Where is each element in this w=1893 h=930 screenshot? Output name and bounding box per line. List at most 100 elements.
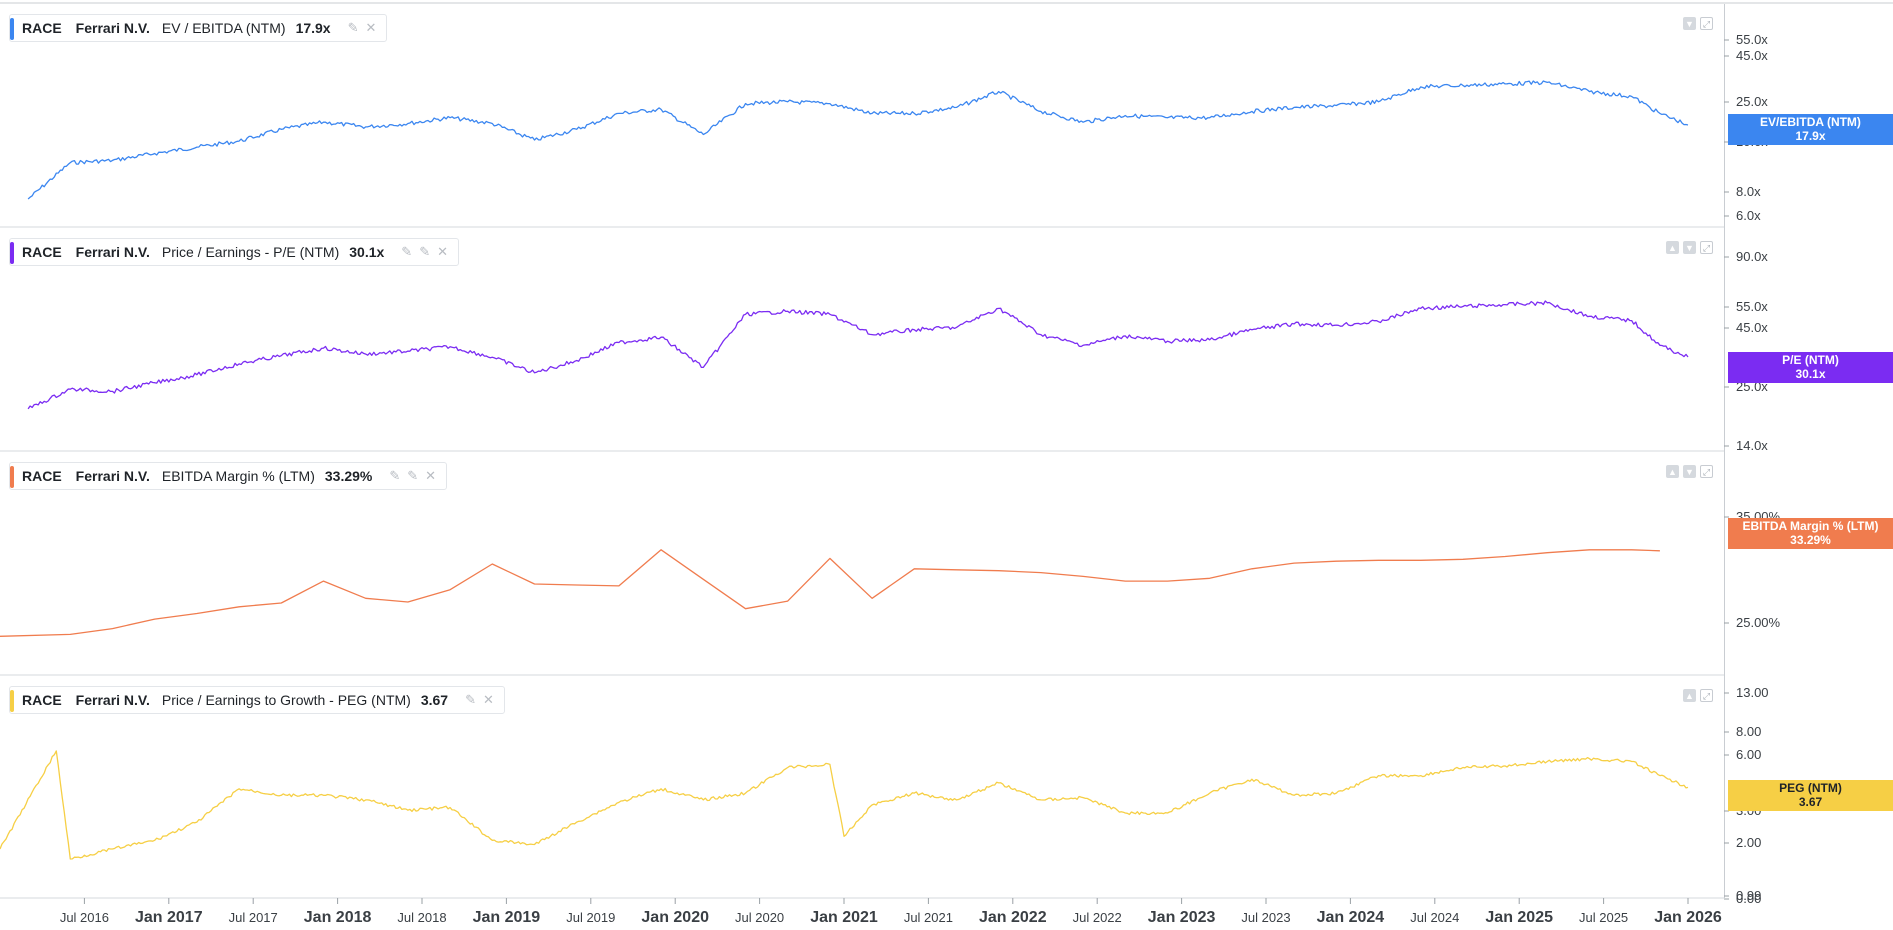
value-tag-pe: P/E (NTM) 30.1x (1728, 352, 1893, 383)
series-color-bar (10, 242, 14, 264)
x-tick-label: Jan 2021 (810, 909, 878, 926)
x-tick-label: Jul 2016 (60, 910, 109, 925)
move-down-icon[interactable]: ▼ (1683, 17, 1696, 30)
y-tick-label: 55.0x (1736, 299, 1768, 314)
legend-ebitda-margin[interactable]: RACE Ferrari N.V. EBITDA Margin % (LTM) … (9, 462, 448, 490)
y-tick-label: 0.00 (1736, 891, 1761, 906)
legend-ticker: RACE (22, 244, 62, 260)
y-tick-label: 45.0x (1736, 320, 1768, 335)
move-up-icon[interactable]: ▲ (1666, 241, 1679, 254)
move-down-icon[interactable]: ▼ (1683, 465, 1696, 478)
series-color-bar (10, 18, 14, 40)
legend-metric: EV / EBITDA (NTM) (161, 20, 286, 36)
y-tick-label: 90.0x (1736, 249, 1768, 264)
series-line (0, 750, 1689, 860)
legend-metric: EBITDA Margin % (LTM) (161, 468, 315, 484)
y-tick-label: 8.00 (1736, 724, 1761, 739)
x-tick-label: Jul 2023 (1241, 910, 1290, 925)
expand-icon[interactable]: ⤢ (1700, 241, 1713, 254)
panel-controls: ▲ ▼ ⤢ (1666, 465, 1713, 478)
x-tick-label: Jul 2024 (1410, 910, 1459, 925)
legend-company: Ferrari N.V. (75, 468, 150, 484)
legend-company: Ferrari N.V. (75, 20, 150, 36)
tag-value: 3.67 (1798, 795, 1823, 809)
panel-controls: ▲ ⤢ (1683, 689, 1713, 702)
y-tick-label: 6.00 (1736, 747, 1761, 762)
x-tick-label: Jul 2020 (735, 910, 784, 925)
x-tick-label: Jan 2026 (1654, 909, 1722, 926)
y-tick-label: 25.0x (1736, 94, 1768, 109)
legend-company: Ferrari N.V. (75, 244, 150, 260)
legend-ev-ebitda[interactable]: RACE Ferrari N.V. EV / EBITDA (NTM) 17.9… (9, 14, 388, 42)
value-tag-ebitda-margin: EBITDA Margin % (LTM) 33.29% (1728, 518, 1893, 549)
expand-icon[interactable]: ⤢ (1700, 465, 1713, 478)
legend-pe[interactable]: RACE Ferrari N.V. Price / Earnings - P/E… (9, 238, 460, 266)
x-tick-label: Jan 2017 (135, 909, 203, 926)
value-tag-ev-ebitda: EV/EBITDA (NTM) 17.9x (1728, 114, 1893, 145)
brush-icon[interactable]: ✎ (419, 244, 431, 259)
x-tick-label: Jul 2019 (566, 910, 615, 925)
panel-controls: ▼ ⤢ (1683, 17, 1713, 30)
move-up-icon[interactable]: ▲ (1683, 689, 1696, 702)
legend-ticker: RACE (22, 20, 62, 36)
legend-company: Ferrari N.V. (75, 692, 150, 708)
x-tick-label: Jul 2022 (1073, 910, 1122, 925)
legend-metric: Price / Earnings - P/E (NTM) (161, 244, 340, 260)
x-tick-label: Jan 2019 (473, 909, 541, 926)
x-tick-label: Jan 2024 (1317, 909, 1385, 926)
x-tick-label: Jan 2018 (304, 909, 372, 926)
brush-icon[interactable]: ✎ (347, 20, 359, 35)
series-line (27, 300, 1689, 410)
expand-icon[interactable]: ⤢ (1700, 17, 1713, 30)
x-tick-label: Jul 2017 (229, 910, 278, 925)
x-tick-label: Jul 2025 (1579, 910, 1628, 925)
x-tick-label: Jan 2020 (641, 909, 709, 926)
y-tick-label: 45.0x (1736, 48, 1768, 63)
series-color-bar (10, 690, 14, 712)
legend-ticker: RACE (22, 468, 62, 484)
y-tick-label: 13.00 (1736, 685, 1769, 700)
y-tick-label: 2.00 (1736, 835, 1761, 850)
y-tick-label: 14.0x (1736, 438, 1768, 453)
legend-value: 3.67 (420, 692, 449, 708)
tag-value: 17.9x (1795, 129, 1826, 143)
legend-ticker: RACE (22, 692, 62, 708)
tag-label: EBITDA Margin % (LTM) (1742, 519, 1879, 533)
tag-value: 33.29% (1790, 533, 1831, 547)
brush-icon[interactable]: ✎ (407, 468, 419, 483)
close-icon[interactable]: ✕ (482, 692, 494, 707)
brush-icon[interactable]: ✎ (389, 468, 401, 483)
panel-controls: ▲ ▼ ⤢ (1666, 241, 1713, 254)
tag-label: P/E (NTM) (1782, 353, 1839, 367)
close-icon[interactable]: ✕ (437, 244, 449, 259)
y-tick-label: 8.0x (1736, 184, 1761, 199)
y-tick-label: 55.0x (1736, 32, 1768, 47)
x-tick-label: Jan 2022 (979, 909, 1047, 926)
y-tick-label: 0.99 (1736, 888, 1761, 903)
series-line (0, 549, 1660, 637)
x-tick-label: Jul 2021 (904, 910, 953, 925)
tag-label: PEG (NTM) (1779, 781, 1842, 795)
legend-value: 33.29% (324, 468, 373, 484)
y-tick-label: 6.0x (1736, 208, 1761, 223)
x-tick-label: Jan 2025 (1485, 909, 1553, 926)
x-tick-label: Jan 2023 (1148, 909, 1216, 926)
expand-icon[interactable]: ⤢ (1700, 689, 1713, 702)
brush-icon[interactable]: ✎ (465, 692, 476, 707)
move-down-icon[interactable]: ▼ (1683, 241, 1696, 254)
move-up-icon[interactable]: ▲ (1666, 465, 1679, 478)
legend-value: 30.1x (349, 244, 385, 260)
legend-metric: Price / Earnings to Growth - PEG (NTM) (161, 692, 411, 708)
series-line (27, 80, 1689, 200)
series-color-bar (10, 466, 14, 488)
tag-value: 30.1x (1795, 367, 1826, 381)
legend-peg[interactable]: RACE Ferrari N.V. Price / Earnings to Gr… (9, 686, 505, 714)
y-tick-label: 25.00% (1736, 615, 1781, 630)
legend-value: 17.9x (295, 20, 331, 36)
close-icon[interactable]: ✕ (425, 468, 437, 483)
brush-icon[interactable]: ✎ (401, 244, 413, 259)
x-tick-label: Jul 2018 (397, 910, 446, 925)
value-tag-peg: PEG (NTM) 3.67 (1728, 780, 1893, 811)
close-icon[interactable]: ✕ (365, 20, 377, 35)
